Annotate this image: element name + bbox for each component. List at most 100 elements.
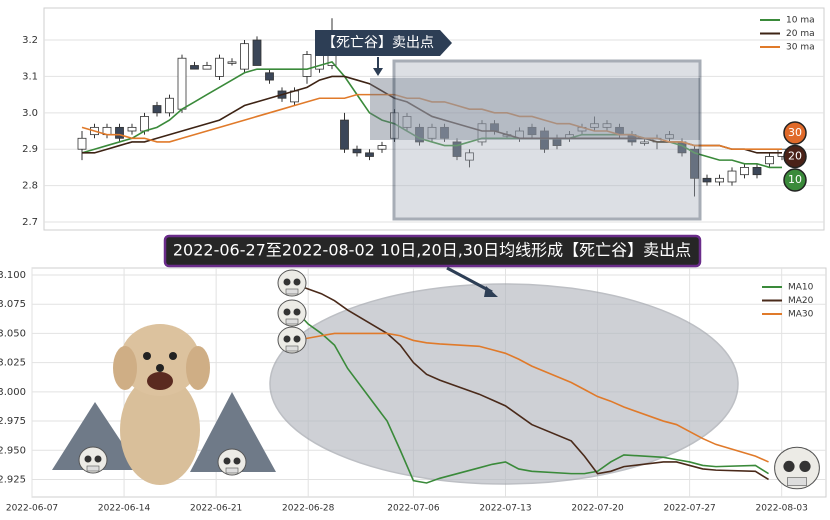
y-tick-label: 3.075 — [0, 299, 26, 310]
candle-body — [415, 126, 424, 143]
candle-body — [665, 134, 674, 139]
y-tick-label: 3.100 — [0, 270, 26, 281]
candle-body — [340, 119, 349, 150]
skull — [277, 299, 307, 327]
x-tick-label: 2022-06-14 — [98, 504, 151, 514]
title-arrow — [446, 266, 493, 294]
dog-head — [120, 324, 200, 396]
ma-line — [82, 75, 782, 154]
badge-label: 10 — [788, 173, 802, 186]
candle-body — [190, 65, 199, 70]
skull-eye — [223, 457, 231, 465]
x-tick-label: 2022-06-21 — [190, 504, 242, 514]
skull-eye — [233, 457, 241, 465]
candle-body — [302, 54, 312, 77]
dog-eye — [143, 352, 151, 360]
candle-body — [752, 167, 762, 176]
skull-teeth — [225, 467, 239, 474]
legend-label: MA20 — [788, 296, 814, 306]
y-tick-label: 3.000 — [0, 387, 26, 398]
y-tick-label: 3.2 — [22, 35, 38, 46]
mountain — [52, 402, 140, 470]
legend-label: 20 ma — [786, 29, 815, 39]
x-tick-label: 2022-06-07 — [6, 504, 58, 514]
skull-eye — [293, 335, 301, 343]
badge — [783, 168, 807, 192]
candle-body — [352, 148, 362, 154]
y-tick-label: 2.975 — [0, 416, 26, 427]
skull-eye — [783, 460, 795, 472]
candle-body — [427, 126, 437, 139]
x-tick-label: 2022-07-27 — [663, 504, 715, 514]
dog-ear — [186, 346, 210, 390]
candle-body — [115, 126, 124, 139]
candle-body — [152, 105, 162, 114]
ma-line — [294, 332, 769, 463]
skull-eye — [283, 278, 291, 286]
candle-body — [202, 65, 212, 70]
candle-body — [452, 141, 462, 157]
candle-body — [240, 43, 249, 70]
candle-body — [640, 141, 649, 144]
highlight-inner — [370, 78, 700, 140]
candle-body — [377, 145, 387, 150]
x-tick-label: 2022-07-20 — [571, 504, 624, 514]
candle-body — [690, 148, 699, 179]
skull — [774, 446, 820, 490]
y-tick-label: 3.050 — [0, 328, 26, 339]
candle-body — [365, 152, 374, 157]
candle-body — [402, 116, 412, 128]
candle-body — [227, 61, 237, 64]
badge — [783, 144, 807, 169]
overlay: 2022-06-27至2022-08-02 10日,20日,30日均线形成【死亡… — [52, 234, 820, 490]
y-tick-label: 2.925 — [0, 474, 26, 485]
y-tick-label: 3.0 — [22, 108, 38, 119]
title: 2022-06-27至2022-08-02 10日,20日,30日均线形成【死亡… — [173, 241, 691, 260]
candle-body — [602, 123, 612, 128]
y-tick-label: 2.950 — [0, 445, 26, 456]
candle-body — [540, 130, 549, 150]
line-panel: 2022-06-07 2022-06-14 2022-06-21 2022-06-28… — [0, 267, 827, 514]
annotation-shape — [315, 30, 452, 56]
candle-body — [215, 57, 224, 77]
skull-eye — [799, 460, 811, 472]
candle-body — [252, 39, 262, 66]
x-tick-label: 2022-08-03 — [756, 504, 808, 514]
candle-body — [127, 126, 137, 132]
ma-line — [81, 93, 782, 151]
title-arrowhead — [484, 286, 498, 297]
badge-label: 30 — [788, 126, 802, 139]
candle-body — [590, 123, 599, 128]
annotation-arrowhead — [373, 68, 383, 76]
skull-eye — [293, 278, 301, 286]
skull-eye — [283, 335, 291, 343]
skull — [277, 326, 307, 354]
candle-body — [727, 170, 737, 183]
dog-eye — [169, 352, 177, 360]
candle-body — [715, 177, 724, 183]
skull — [217, 448, 247, 476]
skull-teeth — [787, 477, 807, 486]
dog-nose — [156, 364, 164, 372]
skull-teeth — [285, 318, 299, 325]
dog-ear — [113, 346, 137, 390]
mountain — [190, 392, 276, 472]
candlestick-panel: 2.7 2.8 2.9 3.0 3.1 3.2 10 ma 20 ma 30 ma 【死亡谷】卖出… — [22, 7, 825, 231]
skull — [277, 269, 307, 297]
badge — [783, 121, 807, 145]
candle-body — [77, 137, 87, 150]
y-tick-label: 3.1 — [22, 71, 38, 82]
ma-line — [294, 309, 769, 484]
candle-body — [740, 167, 749, 176]
y-tick-label: 3.025 — [0, 358, 26, 369]
y-tick-label: 2.8 — [22, 181, 38, 192]
legend-label: MA10 — [788, 283, 814, 293]
skull-eye — [84, 455, 92, 463]
skull — [78, 446, 108, 474]
candle-body — [140, 116, 149, 132]
title-banner — [163, 234, 702, 268]
highlight-box — [392, 59, 702, 221]
candle-body — [440, 126, 449, 139]
highlight-ellipse — [269, 283, 739, 485]
